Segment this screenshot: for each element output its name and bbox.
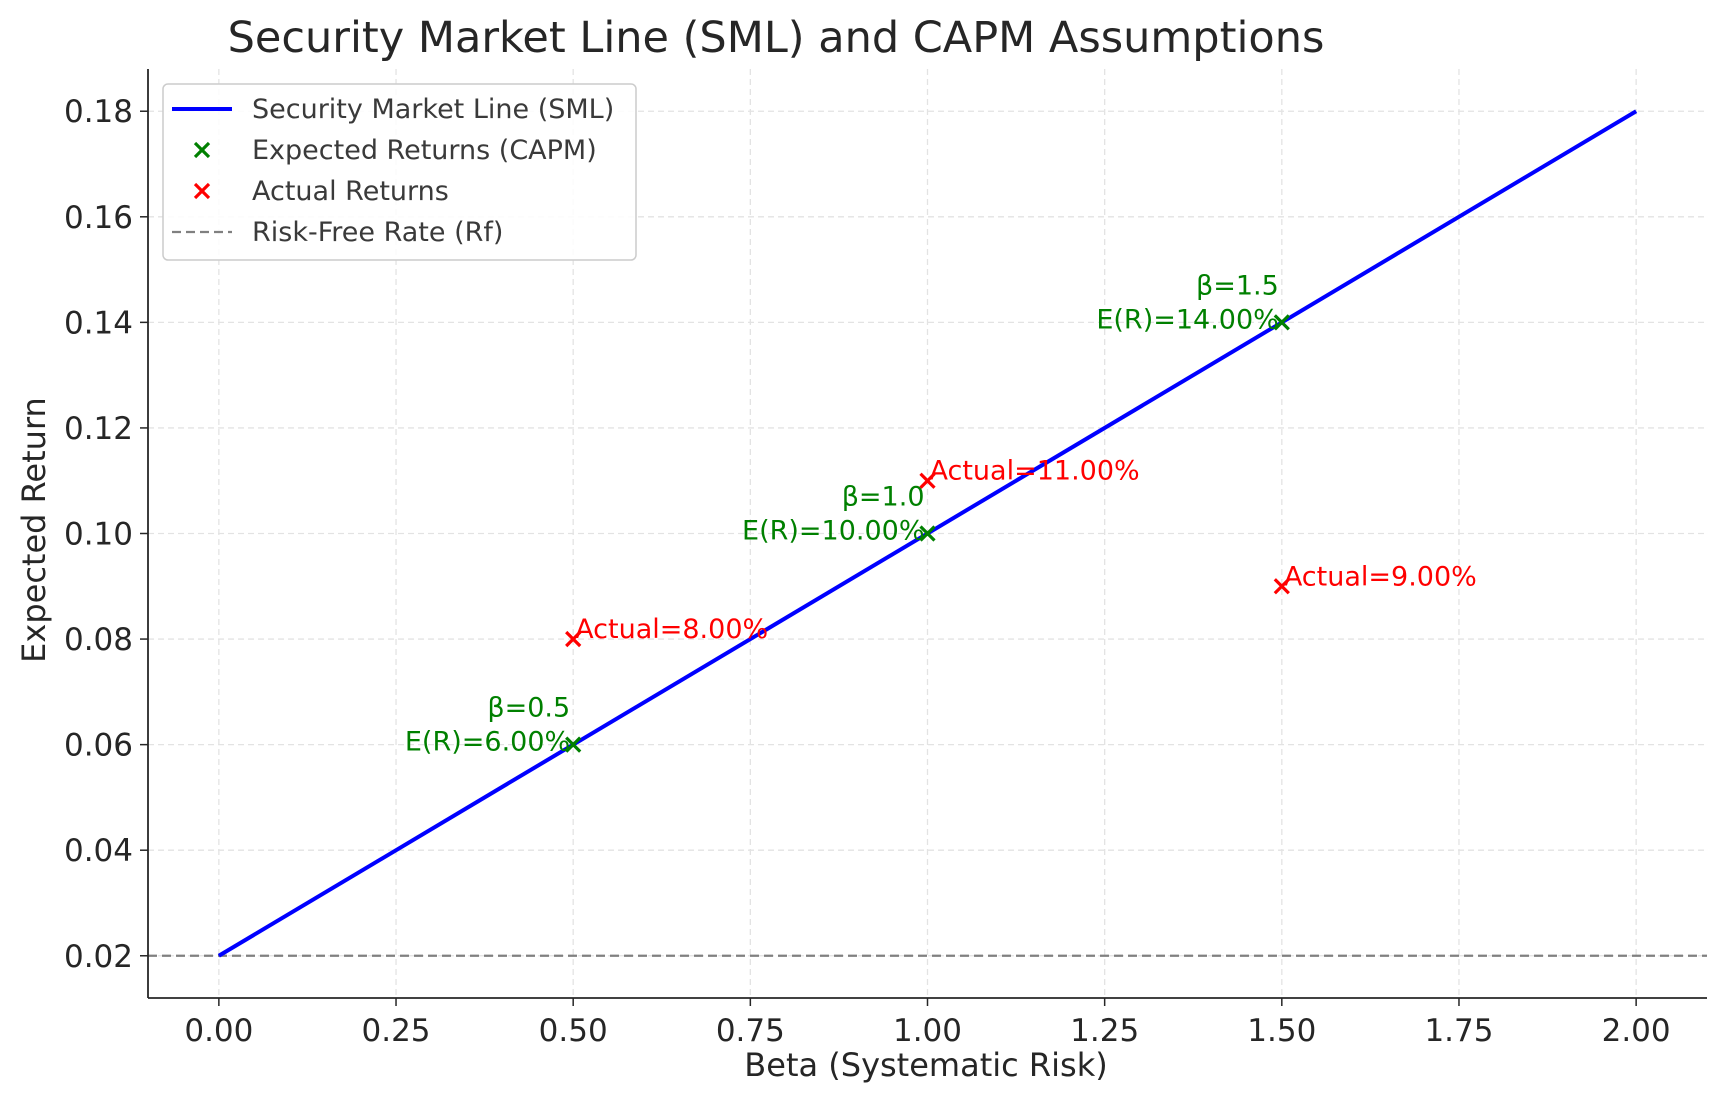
actual-value-label: Actual=11.00% bbox=[930, 456, 1140, 487]
x-tick-label: 0.00 bbox=[184, 1013, 253, 1049]
y-axis-label: Expected Return bbox=[15, 397, 53, 663]
y-tick-label: 0.18 bbox=[64, 94, 133, 130]
annotations-layer: β=0.5E(R)=6.00% β=1.0E(R)=10.00% β=1.5E(R)… bbox=[405, 270, 1477, 757]
actual-return-marker bbox=[919, 472, 936, 489]
actual-return-marker bbox=[565, 630, 582, 648]
expected-return-marker-stroke-b bbox=[919, 525, 936, 542]
expected-value-label: E(R)=6.00% bbox=[405, 727, 570, 758]
x-tick-label: 0.25 bbox=[362, 1013, 431, 1049]
x-tick-label: 1.50 bbox=[1247, 1013, 1316, 1049]
legend-box bbox=[162, 83, 637, 261]
chart-title: Security Market Line (SML) and CAPM Assu… bbox=[228, 13, 1325, 63]
legend-expected-swatch bbox=[193, 141, 211, 159]
x-tick-label: 0.75 bbox=[716, 1013, 785, 1049]
x-tick-label: 0.50 bbox=[539, 1013, 608, 1049]
expected-return-marker-stroke-b bbox=[565, 736, 582, 753]
x-tick-label: 1.75 bbox=[1424, 1013, 1493, 1049]
y-tick-label: 0.14 bbox=[64, 305, 133, 341]
points-layer bbox=[565, 314, 1290, 753]
legend-actual-swatch bbox=[193, 182, 211, 200]
y-tick-label: 0.10 bbox=[64, 517, 133, 553]
actual-value-label: Actual=9.00% bbox=[1284, 561, 1477, 592]
y-tick-label: 0.06 bbox=[64, 728, 133, 764]
y-tick-label: 0.04 bbox=[64, 833, 133, 869]
expected-beta-label: β=1.5 bbox=[1196, 270, 1279, 301]
legend-risk-free-label: Risk-Free Rate (Rf) bbox=[252, 217, 503, 248]
y-tick-label: 0.16 bbox=[64, 200, 133, 236]
actual-return-marker-stroke-b bbox=[919, 472, 936, 489]
actual-return-marker bbox=[1273, 578, 1290, 595]
expected-value-label: E(R)=14.00% bbox=[1096, 304, 1278, 335]
x-tick-label: 1.00 bbox=[893, 1013, 962, 1049]
ticks-layer: 0.00 0.25 0.50 0.75 1.00 1.25 1.50 1.75 2.00 0.02… bbox=[64, 94, 1671, 1049]
expected-value-label: E(R)=10.00% bbox=[742, 516, 924, 547]
x-tick-label: 1.25 bbox=[1070, 1013, 1139, 1049]
actual-return-marker-stroke-b bbox=[565, 630, 582, 648]
y-tick-label: 0.12 bbox=[64, 411, 133, 447]
expected-return-marker-stroke-b bbox=[1273, 314, 1290, 331]
legend-expected-swatch-stroke-b bbox=[193, 141, 211, 159]
y-tick-label: 0.02 bbox=[64, 939, 133, 975]
x-tick-label: 2.00 bbox=[1602, 1013, 1671, 1049]
expected-beta-label: β=0.5 bbox=[487, 693, 570, 724]
expected-beta-label: β=1.0 bbox=[842, 482, 925, 513]
legend-actual-swatch-stroke-b bbox=[193, 182, 211, 200]
legend-expected-label: Expected Returns (CAPM) bbox=[252, 135, 597, 166]
actual-value-label: Actual=8.00% bbox=[575, 614, 768, 645]
expected-return-marker bbox=[1273, 314, 1290, 331]
x-axis-label: Beta (Systematic Risk) bbox=[744, 1046, 1107, 1084]
actual-return-marker-stroke-b bbox=[1273, 578, 1290, 595]
expected-return-marker bbox=[919, 525, 936, 542]
expected-return-marker bbox=[565, 736, 582, 753]
legend-sml-label: Security Market Line (SML) bbox=[252, 94, 614, 125]
legend: Security Market Line (SML) Expected Retur… bbox=[162, 83, 637, 261]
y-tick-label: 0.08 bbox=[64, 622, 133, 658]
legend-actual-label: Actual Returns bbox=[252, 176, 449, 207]
